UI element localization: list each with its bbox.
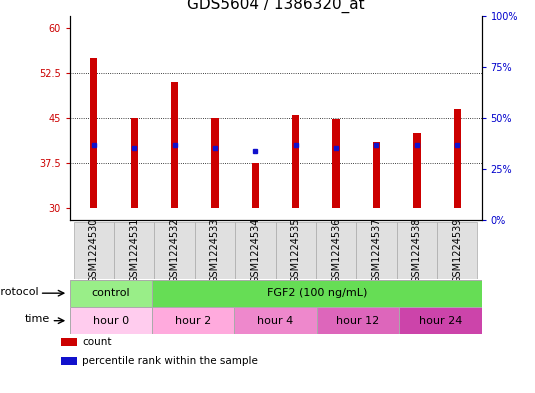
Text: GSM1224535: GSM1224535 bbox=[291, 218, 301, 283]
Text: GSM1224532: GSM1224532 bbox=[170, 218, 180, 283]
Text: GSM1224533: GSM1224533 bbox=[210, 218, 220, 283]
Bar bbox=[211, 118, 219, 208]
Text: GSM1224537: GSM1224537 bbox=[371, 218, 381, 283]
Bar bbox=[114, 222, 155, 279]
Text: GSM1224539: GSM1224539 bbox=[452, 218, 462, 283]
Bar bbox=[437, 222, 477, 279]
Text: hour 2: hour 2 bbox=[175, 316, 211, 326]
Text: GSM1224531: GSM1224531 bbox=[129, 218, 139, 283]
Text: growth protocol: growth protocol bbox=[0, 287, 39, 297]
Text: hour 0: hour 0 bbox=[93, 316, 129, 326]
Bar bbox=[396, 222, 437, 279]
Bar bbox=[70, 307, 152, 334]
Text: hour 4: hour 4 bbox=[257, 316, 294, 326]
Bar bbox=[90, 58, 97, 208]
Text: hour 12: hour 12 bbox=[337, 316, 379, 326]
Bar bbox=[61, 338, 77, 346]
Bar bbox=[195, 222, 235, 279]
Bar bbox=[317, 307, 399, 334]
Text: GSM1224530: GSM1224530 bbox=[89, 218, 99, 283]
Bar bbox=[234, 307, 317, 334]
Bar bbox=[152, 280, 482, 307]
Bar bbox=[276, 222, 316, 279]
Text: time: time bbox=[25, 314, 50, 324]
Bar bbox=[70, 280, 152, 307]
Bar bbox=[131, 118, 138, 208]
Text: hour 24: hour 24 bbox=[418, 316, 462, 326]
Text: control: control bbox=[91, 288, 130, 298]
Bar bbox=[155, 222, 195, 279]
Bar bbox=[74, 222, 114, 279]
Bar bbox=[399, 307, 482, 334]
Bar bbox=[316, 222, 356, 279]
Bar bbox=[356, 222, 396, 279]
Bar bbox=[332, 119, 340, 208]
Text: percentile rank within the sample: percentile rank within the sample bbox=[82, 356, 258, 366]
Title: GDS5604 / 1386320_at: GDS5604 / 1386320_at bbox=[187, 0, 364, 13]
Text: count: count bbox=[82, 337, 112, 347]
Bar bbox=[152, 307, 234, 334]
Bar bbox=[454, 109, 461, 208]
Text: GSM1224538: GSM1224538 bbox=[412, 218, 422, 283]
Text: FGF2 (100 ng/mL): FGF2 (100 ng/mL) bbox=[266, 288, 367, 298]
Bar bbox=[61, 357, 77, 365]
Text: GSM1224534: GSM1224534 bbox=[250, 218, 261, 283]
Bar bbox=[251, 163, 259, 208]
Bar bbox=[235, 222, 276, 279]
Bar bbox=[292, 115, 300, 208]
Text: GSM1224536: GSM1224536 bbox=[331, 218, 341, 283]
Bar bbox=[171, 82, 178, 208]
Bar bbox=[373, 142, 380, 208]
Bar bbox=[413, 133, 421, 208]
